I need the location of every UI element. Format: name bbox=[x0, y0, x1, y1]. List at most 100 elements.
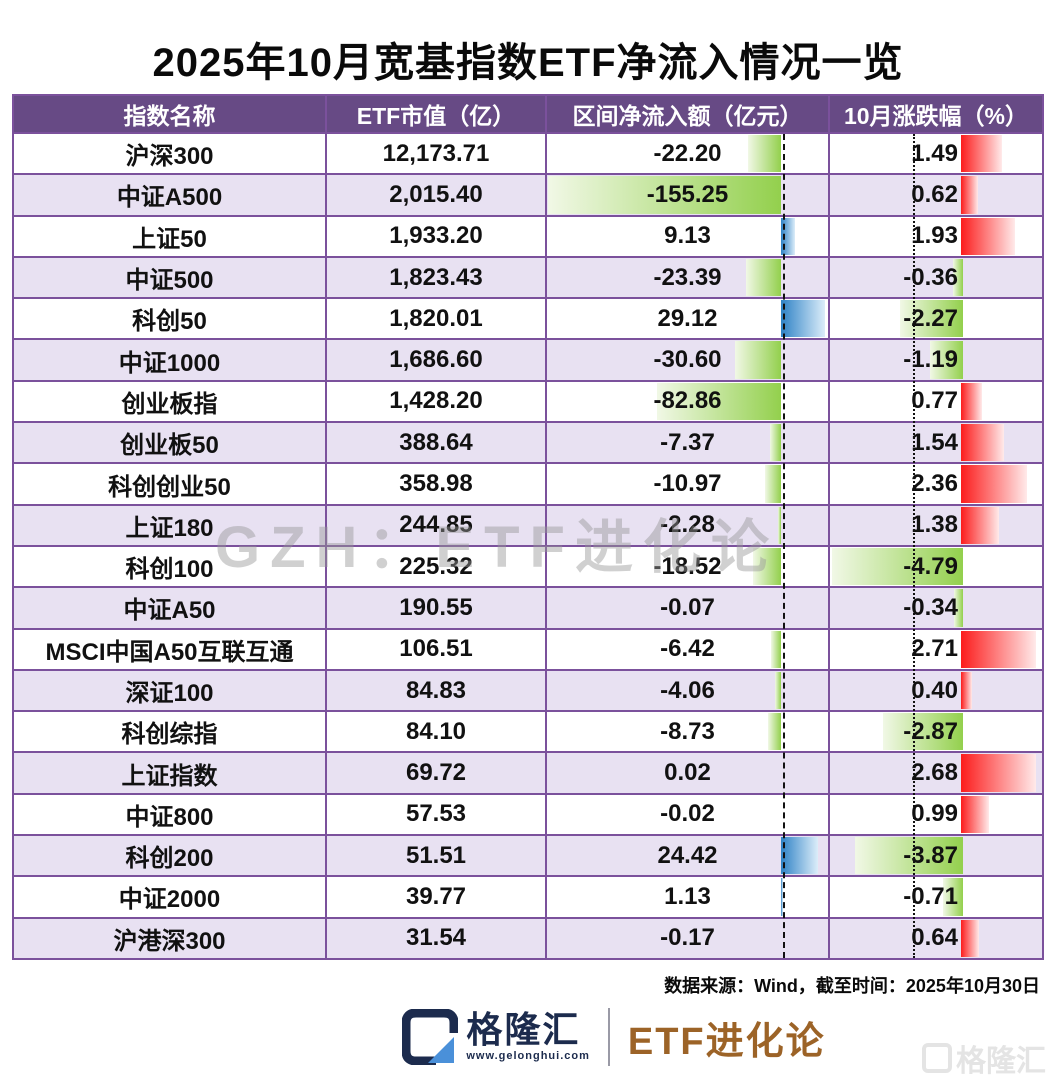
inflow-negative-bar bbox=[548, 176, 781, 214]
cell-value: -7.37 bbox=[660, 428, 715, 456]
change-positive-bar bbox=[961, 795, 989, 834]
corner-watermark-g-icon bbox=[922, 1043, 952, 1073]
cell-value: 2.71 bbox=[911, 635, 958, 663]
change-cell: 0.64 bbox=[830, 918, 1042, 960]
inflow-cell: -6.42 bbox=[547, 629, 830, 671]
cell-value: -0.36 bbox=[903, 263, 958, 291]
change-negative-bar bbox=[929, 341, 963, 379]
index-name-cell: 科创200 bbox=[14, 836, 327, 878]
cell-value: -0.17 bbox=[660, 924, 715, 952]
data-source-note: 数据来源：Wind，截至时间：2025年10月30日 bbox=[664, 976, 1040, 996]
inflow-cell: -0.17 bbox=[547, 918, 830, 960]
change-cell: -2.87 bbox=[830, 712, 1042, 754]
cell-value: 上证指数 bbox=[121, 762, 218, 790]
change-cell: 2.71 bbox=[830, 629, 1042, 671]
inflow-cell: -8.73 bbox=[547, 712, 830, 754]
inflow-zero-axis-line bbox=[783, 134, 785, 958]
inflow-cell: -0.02 bbox=[547, 794, 830, 837]
cell-value: 51.51 bbox=[405, 841, 467, 869]
inflow-cell: -82.86 bbox=[547, 381, 830, 424]
inflow-cell: 29.12 bbox=[547, 299, 830, 341]
cell-value: 中证A500 bbox=[116, 184, 223, 212]
cell-value: 0.64 bbox=[911, 924, 958, 952]
change-positive-bar bbox=[961, 630, 1037, 668]
cell-value: 沪深300 bbox=[125, 143, 214, 171]
cell-value: 24.42 bbox=[657, 841, 718, 869]
inflow-positive-bar bbox=[781, 837, 818, 875]
change-cell: -2.27 bbox=[830, 299, 1042, 341]
change-cell: 2.36 bbox=[830, 464, 1042, 506]
index-name-cell: 上证50 bbox=[14, 216, 327, 258]
cell-value: 科创综指 bbox=[121, 721, 218, 749]
brand-divider bbox=[607, 1008, 610, 1066]
change-cell: 2.68 bbox=[830, 753, 1042, 795]
change-positive-bar bbox=[961, 382, 983, 421]
cell-value: 39.77 bbox=[405, 882, 467, 910]
change-cell: 0.62 bbox=[830, 175, 1042, 217]
inflow-cell: -4.06 bbox=[547, 670, 830, 713]
index-name-cell: 创业板指 bbox=[14, 381, 327, 424]
inflow-negative-bar bbox=[764, 465, 781, 503]
change-cell: 1.54 bbox=[830, 423, 1042, 465]
change-positive-bar bbox=[961, 217, 1015, 255]
cell-value: 中证2000 bbox=[118, 886, 221, 914]
gelonghui-g-icon bbox=[402, 1009, 459, 1065]
cell-value: 388.64 bbox=[399, 428, 473, 456]
cell-value: 1.93 bbox=[911, 222, 958, 250]
market-cap-cell: 12,173.71 bbox=[327, 134, 547, 176]
change-negative-bar bbox=[899, 300, 963, 338]
index-name-cell: 创业板50 bbox=[14, 423, 327, 465]
cell-value: -82.86 bbox=[653, 387, 722, 415]
market-cap-cell: 358.98 bbox=[327, 464, 547, 506]
change-cell: 1.49 bbox=[830, 134, 1042, 176]
inflow-cell: -22.20 bbox=[547, 134, 830, 176]
index-name-cell: 科创综指 bbox=[14, 712, 327, 754]
change-cell: -0.71 bbox=[830, 877, 1042, 919]
inflow-cell: -18.52 bbox=[547, 546, 830, 589]
market-cap-cell: 51.51 bbox=[327, 836, 547, 878]
index-name-cell: 中证A50 bbox=[14, 588, 327, 630]
cell-value: 0.02 bbox=[664, 759, 711, 787]
inflow-negative-bar bbox=[656, 382, 781, 421]
index-name-cell: 科创50 bbox=[14, 299, 327, 341]
index-name-cell: 沪深300 bbox=[14, 134, 327, 176]
change-cell: -1.19 bbox=[830, 340, 1042, 382]
inflow-cell: 24.42 bbox=[547, 836, 830, 878]
table-grid: 指数名称 ETF市值（亿） 区间净流入额（亿元） 10月涨跌幅（%） 沪深300 12,1… bbox=[14, 96, 1042, 960]
cell-value: 106.51 bbox=[399, 635, 473, 663]
inflow-cell: -23.39 bbox=[547, 257, 830, 300]
market-cap-cell: 1,823.43 bbox=[327, 257, 547, 300]
cell-value: 0.99 bbox=[911, 800, 958, 828]
change-positive-bar bbox=[961, 135, 1003, 173]
market-cap-cell: 1,686.60 bbox=[327, 340, 547, 382]
change-negative-bar bbox=[855, 837, 963, 875]
etf-evolution-brand-text: ETF进化论 bbox=[627, 1020, 826, 1063]
column-header-2: 区间净流入额（亿元） bbox=[547, 96, 830, 134]
cell-value: -18.52 bbox=[653, 552, 722, 580]
cell-value: 中证A50 bbox=[123, 597, 216, 625]
brand-bar: 格隆汇 www.gelonghui.com ETF进化论 bbox=[86, 1008, 1056, 1066]
change-negative-bar bbox=[883, 713, 963, 751]
cell-value: 1,428.20 bbox=[389, 387, 483, 415]
inflow-cell: 9.13 bbox=[547, 216, 830, 258]
cell-value: 2.36 bbox=[911, 470, 958, 498]
cell-value: -6.42 bbox=[660, 635, 715, 663]
cell-value: 中证800 bbox=[125, 803, 214, 831]
cell-value: -0.07 bbox=[660, 593, 715, 621]
inflow-negative-bar bbox=[767, 713, 781, 751]
column-header-3: 10月涨跌幅（%） bbox=[830, 96, 1042, 134]
market-cap-cell: 57.53 bbox=[327, 794, 547, 837]
inflow-cell: -7.37 bbox=[547, 423, 830, 465]
cell-value: 中证1000 bbox=[118, 349, 221, 377]
cell-value: -0.34 bbox=[903, 593, 958, 621]
cell-value: 2,015.40 bbox=[389, 180, 483, 208]
cell-value: 84.10 bbox=[405, 717, 467, 745]
cell-value: 1,820.01 bbox=[389, 304, 483, 332]
index-name-cell: 沪港深300 bbox=[14, 918, 327, 960]
inflow-positive-bar bbox=[781, 878, 783, 916]
cell-value: -23.39 bbox=[653, 263, 722, 291]
cell-value: 1,686.60 bbox=[389, 346, 483, 374]
index-name-cell: MSCI中国A50互联互通 bbox=[14, 629, 327, 671]
gelonghui-logo-name: 格隆汇 bbox=[466, 1009, 581, 1050]
cell-value: 358.98 bbox=[399, 470, 473, 498]
